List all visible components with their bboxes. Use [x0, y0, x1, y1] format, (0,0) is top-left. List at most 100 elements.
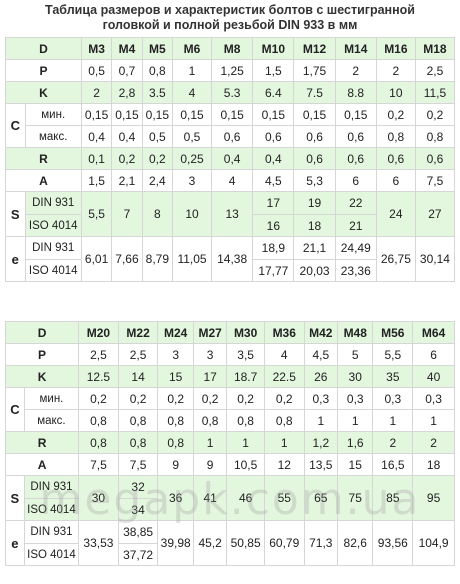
- value-cell: 71,3: [303, 520, 338, 566]
- row-e-iso: ISO 4014 37,72: [6, 543, 455, 566]
- value-cell: 0,8: [117, 431, 159, 454]
- value-cell: 17,77: [252, 259, 295, 282]
- value-cell: 3.5: [141, 81, 174, 104]
- value-cell: 7,5: [78, 453, 119, 476]
- value-cell: 0,6: [375, 147, 416, 170]
- value-cell: 1,6: [336, 431, 374, 454]
- value-cell: 0,8: [375, 125, 416, 148]
- value-cell: 2,4: [141, 169, 174, 192]
- label-r: R: [5, 147, 82, 170]
- label-iso4014: ISO 4014: [23, 543, 80, 566]
- value-cell: 22.5: [263, 365, 305, 388]
- label-iso4014: ISO 4014: [23, 498, 80, 521]
- value-cell: 9: [192, 453, 228, 476]
- value-cell: 0,2: [375, 103, 416, 126]
- value-cell: 0,4: [252, 147, 295, 170]
- value-cell: 0,6: [334, 125, 377, 148]
- value-cell: 37,72: [117, 543, 159, 566]
- size-cell: M12: [293, 37, 336, 60]
- value-cell: 21: [334, 214, 377, 237]
- label-max: макс.: [23, 409, 80, 432]
- value-cell: 55: [263, 475, 305, 521]
- value-cell: 13: [211, 191, 254, 237]
- row-c-max: макс. 0,8 0,8 0,8 0,8 0,8 0,8 1 1 1 1: [6, 409, 455, 432]
- value-cell: 5: [336, 343, 374, 366]
- value-cell: 16,5: [372, 453, 414, 476]
- value-cell: 21,1: [293, 236, 336, 260]
- value-cell: 7,5: [414, 169, 456, 192]
- value-cell: 5,5: [372, 343, 414, 366]
- label-d: D: [4, 321, 80, 344]
- value-cell: 22: [334, 191, 377, 215]
- value-cell: 0,4: [111, 125, 143, 148]
- value-cell: 0,15: [171, 103, 213, 126]
- value-cell: 1: [336, 409, 374, 432]
- row-r: R 0,1 0,2 0,2 0,25 0,4 0,4 0,6 0,6 0,6 0…: [5, 147, 456, 170]
- value-cell: 9: [157, 453, 194, 476]
- value-cell: 0,6: [211, 125, 254, 148]
- size-cell: M18: [414, 37, 456, 60]
- value-cell: 1,25: [211, 59, 254, 82]
- value-cell: 0,6: [293, 125, 336, 148]
- value-cell: 0,2: [263, 387, 305, 410]
- value-cell: 20,03: [293, 259, 336, 282]
- value-cell: 1,5: [252, 59, 295, 82]
- size-cell: M4: [111, 37, 143, 60]
- value-cell: 0,8: [157, 409, 194, 432]
- value-cell: 1: [263, 431, 305, 454]
- value-cell: 0,5: [141, 125, 174, 148]
- value-cell: 16: [252, 214, 295, 237]
- value-cell: 65: [303, 475, 338, 521]
- title-line-1: Таблица размеров и характеристик болтов …: [45, 3, 415, 17]
- size-cell: M6: [171, 37, 213, 60]
- value-cell: 1: [226, 431, 265, 454]
- value-cell: 0,6: [252, 125, 295, 148]
- size-cell: M14: [334, 37, 377, 60]
- label-iso4014: ISO 4014: [24, 214, 82, 237]
- value-cell: 18: [293, 214, 336, 237]
- title-line-2: головкой и полной резьбой DIN 933 в мм: [102, 18, 358, 32]
- value-cell: 1: [171, 59, 213, 82]
- value-cell: 0,2: [141, 147, 174, 170]
- value-cell: 4: [211, 169, 254, 192]
- label-k: K: [5, 81, 82, 104]
- row-s-din: S DIN 931 5,5 7 8 10 13 17 19 22 24 27: [5, 191, 456, 237]
- size-cell: M36: [263, 321, 305, 344]
- row-s-iso: ISO 4014 34: [6, 498, 455, 521]
- value-cell: 0,5: [80, 59, 113, 82]
- value-cell: 0,8: [117, 409, 159, 432]
- value-cell: 0,5: [171, 125, 213, 148]
- value-cell: 0,8: [263, 409, 305, 432]
- size-cell: M8: [211, 37, 254, 60]
- value-cell: 93,56: [372, 520, 414, 566]
- value-cell: 18,9: [252, 236, 295, 260]
- value-cell: 34: [117, 498, 159, 521]
- row-s-iso: ISO 4014 16 18 21: [6, 214, 455, 237]
- value-cell: 60,79: [263, 520, 305, 566]
- value-cell: 7.5: [293, 81, 336, 104]
- value-cell: 0,8: [141, 59, 174, 82]
- value-cell: 4: [171, 81, 213, 104]
- row-c-min: C мин. 0,15 0,15 0,15 0,15 0,15 0,15 0,1…: [5, 103, 456, 148]
- value-cell: 2,5: [78, 343, 119, 366]
- value-cell: 26: [303, 365, 338, 388]
- value-cell: 2,1: [111, 169, 143, 192]
- value-cell: 18.7: [226, 365, 265, 388]
- row-k: K 2 2,8 3.5 4 5.3 6.4 7.5 8.8 10 11,5: [5, 81, 456, 104]
- value-cell: 6: [334, 169, 377, 192]
- value-cell: 2: [80, 81, 113, 104]
- value-cell: 15: [157, 365, 194, 388]
- value-cell: 0,3: [372, 387, 414, 410]
- value-cell: 19: [293, 191, 336, 215]
- row-d: D M3 M4 M5 M6 M8 M10 M12 M14 M16 M18: [5, 37, 456, 60]
- label-c: C: [5, 103, 26, 148]
- label-r: R: [4, 431, 80, 454]
- value-cell: 5.3: [211, 81, 254, 104]
- value-cell: 2,5: [117, 343, 159, 366]
- value-cell: 3,5: [226, 343, 265, 366]
- value-cell: 3: [157, 343, 194, 366]
- size-cell: M56: [372, 321, 414, 344]
- value-cell: 11,5: [414, 81, 456, 104]
- value-cell: 23,36: [334, 259, 377, 282]
- label-din931: DIN 931: [24, 236, 82, 260]
